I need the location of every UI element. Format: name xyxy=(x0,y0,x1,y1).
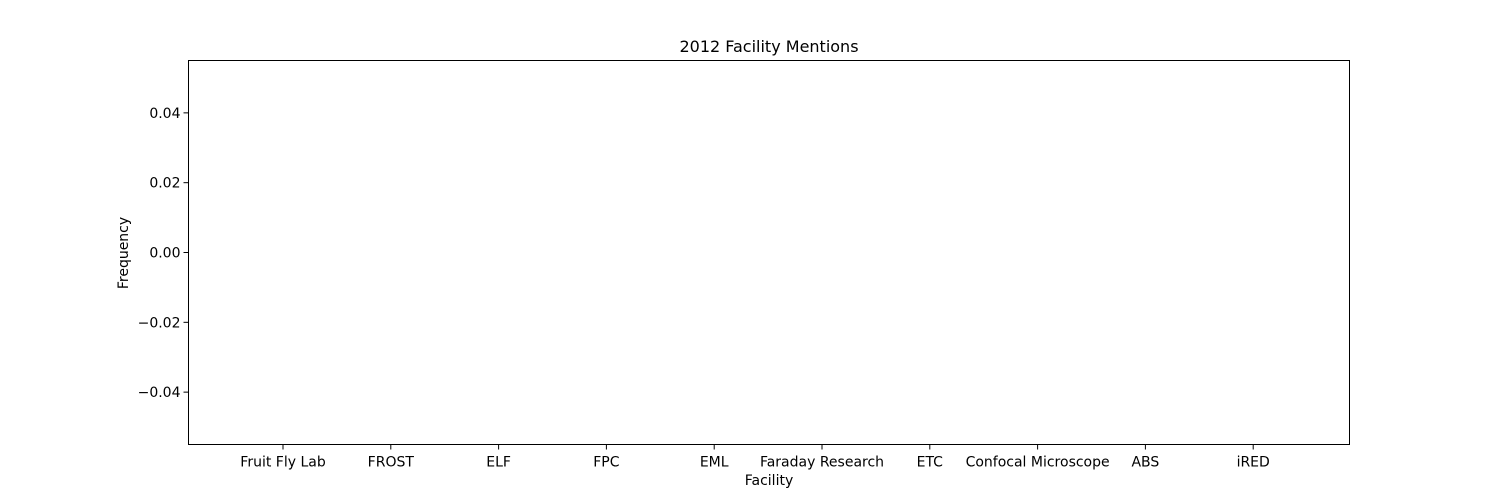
x-tick-label: Fruit Fly Lab xyxy=(240,455,326,471)
chart-title: 2012 Facility Mentions xyxy=(679,37,858,56)
x-tick-label: ELF xyxy=(486,455,511,471)
x-tick-label: ETC xyxy=(917,455,944,471)
y-tick-label: 0.00 xyxy=(149,246,180,262)
y-tick-label: 0.04 xyxy=(149,106,180,122)
y-tick-label: −0.02 xyxy=(138,315,181,331)
x-tick-label: EML xyxy=(700,455,729,471)
x-tick-label: ABS xyxy=(1131,455,1159,471)
x-tick-label: Confocal Microscope xyxy=(966,455,1110,471)
plot-area-frame xyxy=(188,60,1350,445)
x-tick-label: FPC xyxy=(593,455,619,471)
y-axis-label: Frequency xyxy=(116,217,132,289)
x-tick-label: Faraday Research xyxy=(760,455,884,471)
x-axis: Fruit Fly Lab FROST ELF FPC EML Faraday Resea… xyxy=(240,444,1270,471)
y-tick-label: −0.04 xyxy=(138,385,181,401)
x-tick-label: FROST xyxy=(368,455,415,471)
y-tick-label: 0.02 xyxy=(149,176,180,192)
x-axis-label: Facility xyxy=(745,473,794,489)
y-axis: −0.04 −0.02 0.00 0.02 0.04 xyxy=(138,106,189,401)
x-tick-label: iRED xyxy=(1237,455,1270,471)
